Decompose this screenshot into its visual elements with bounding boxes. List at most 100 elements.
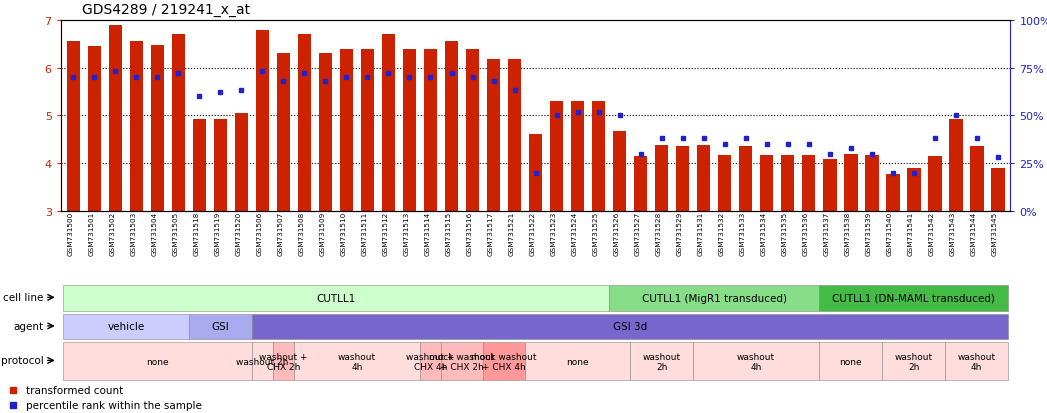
Text: GSM731536: GSM731536 — [803, 211, 808, 256]
Bar — [487, 60, 500, 211]
Text: GSM731509: GSM731509 — [319, 211, 326, 256]
Bar — [865, 155, 878, 211]
Bar — [193, 119, 206, 211]
Text: GSM731535: GSM731535 — [782, 211, 787, 256]
Bar — [571, 102, 584, 211]
Text: none: none — [840, 357, 862, 366]
Bar — [949, 120, 962, 211]
Text: GSM731545: GSM731545 — [992, 211, 998, 256]
Text: washout
2h: washout 2h — [894, 352, 933, 371]
Text: GSM731515: GSM731515 — [446, 211, 451, 256]
Text: GSM731522: GSM731522 — [530, 211, 536, 256]
Bar — [466, 50, 480, 211]
Bar — [739, 147, 753, 211]
Bar — [693, 342, 819, 380]
Text: washout +
CHX 2h: washout + CHX 2h — [260, 352, 308, 371]
Bar — [252, 342, 273, 380]
Bar — [214, 119, 227, 211]
Text: GSM731528: GSM731528 — [655, 211, 662, 256]
Bar — [819, 285, 1008, 311]
Text: protocol: protocol — [1, 356, 44, 366]
Text: GDS4289 / 219241_x_at: GDS4289 / 219241_x_at — [82, 2, 250, 17]
Text: GSM731534: GSM731534 — [760, 211, 766, 256]
Bar — [255, 31, 269, 211]
Bar — [630, 342, 693, 380]
Text: mock washout
+ CHX 4h: mock washout + CHX 4h — [471, 352, 537, 371]
Text: GSM731523: GSM731523 — [551, 211, 557, 256]
Text: GSM731543: GSM731543 — [950, 211, 956, 256]
Text: GSM731524: GSM731524 — [572, 211, 578, 256]
Text: cell line: cell line — [3, 293, 44, 303]
Text: GSM731540: GSM731540 — [887, 211, 893, 256]
Text: CUTLL1: CUTLL1 — [316, 293, 356, 303]
Text: GSM731501: GSM731501 — [88, 211, 94, 256]
Bar — [823, 160, 837, 211]
Text: CUTLL1 (DN-MAML transduced): CUTLL1 (DN-MAML transduced) — [832, 293, 995, 303]
Bar — [592, 102, 605, 211]
Text: transformed count: transformed count — [26, 385, 124, 395]
Bar — [63, 342, 252, 380]
Bar — [420, 342, 441, 380]
Text: GSM731508: GSM731508 — [298, 211, 305, 256]
Text: GSM731529: GSM731529 — [676, 211, 683, 256]
Text: GSM731511: GSM731511 — [361, 211, 367, 256]
Text: GSM731514: GSM731514 — [424, 211, 430, 256]
Text: washout
4h: washout 4h — [338, 352, 376, 371]
Text: GSM731526: GSM731526 — [614, 211, 620, 256]
Bar — [63, 314, 188, 339]
Text: GSM731512: GSM731512 — [382, 211, 388, 256]
Bar — [802, 155, 816, 211]
Bar — [130, 42, 143, 211]
Bar — [675, 147, 689, 211]
Bar — [294, 342, 420, 380]
Text: GSM731516: GSM731516 — [467, 211, 472, 256]
Bar — [276, 54, 290, 211]
Bar — [886, 174, 899, 211]
Text: GSM731505: GSM731505 — [173, 211, 178, 256]
Text: GSM731539: GSM731539 — [866, 211, 872, 256]
Bar — [235, 114, 248, 211]
Bar — [697, 146, 711, 211]
Text: percentile rank within the sample: percentile rank within the sample — [26, 400, 202, 410]
Bar — [318, 54, 332, 211]
Bar — [483, 342, 525, 380]
Bar — [63, 285, 609, 311]
Text: CUTLL1 (MigR1 transduced): CUTLL1 (MigR1 transduced) — [642, 293, 786, 303]
Text: mock washout
+ CHX 2h: mock washout + CHX 2h — [429, 352, 495, 371]
Text: agent: agent — [14, 321, 44, 331]
Bar — [88, 47, 102, 211]
Text: GSM731525: GSM731525 — [593, 211, 599, 256]
Text: GSM731521: GSM731521 — [509, 211, 514, 256]
Bar — [781, 155, 795, 211]
Text: washout
2h: washout 2h — [643, 352, 681, 371]
Bar — [67, 42, 81, 211]
Bar — [928, 157, 941, 211]
Text: GSI: GSI — [211, 322, 229, 332]
Bar — [819, 342, 883, 380]
Bar — [151, 45, 164, 211]
Bar — [109, 26, 122, 211]
Bar — [612, 131, 626, 211]
Text: GSM731544: GSM731544 — [971, 211, 977, 256]
Text: GSM731517: GSM731517 — [488, 211, 493, 256]
Text: GSM731519: GSM731519 — [215, 211, 221, 256]
Text: GSM731541: GSM731541 — [908, 211, 914, 256]
Bar — [760, 155, 774, 211]
Text: GSM731510: GSM731510 — [340, 211, 347, 256]
Text: GSM731518: GSM731518 — [194, 211, 199, 256]
Text: GSM731538: GSM731538 — [845, 211, 850, 256]
Bar — [550, 102, 563, 211]
Text: none: none — [566, 357, 588, 366]
Bar — [990, 169, 1004, 211]
Bar — [907, 169, 920, 211]
Bar — [945, 342, 1008, 380]
Bar — [445, 42, 459, 211]
Text: vehicle: vehicle — [107, 322, 144, 332]
Text: GSM731520: GSM731520 — [236, 211, 242, 256]
Bar — [441, 342, 483, 380]
Text: GSM731542: GSM731542 — [929, 211, 935, 256]
Bar — [424, 50, 438, 211]
Text: GSM731507: GSM731507 — [277, 211, 284, 256]
Text: GSM731502: GSM731502 — [109, 211, 115, 256]
Text: GSM731504: GSM731504 — [152, 211, 157, 256]
